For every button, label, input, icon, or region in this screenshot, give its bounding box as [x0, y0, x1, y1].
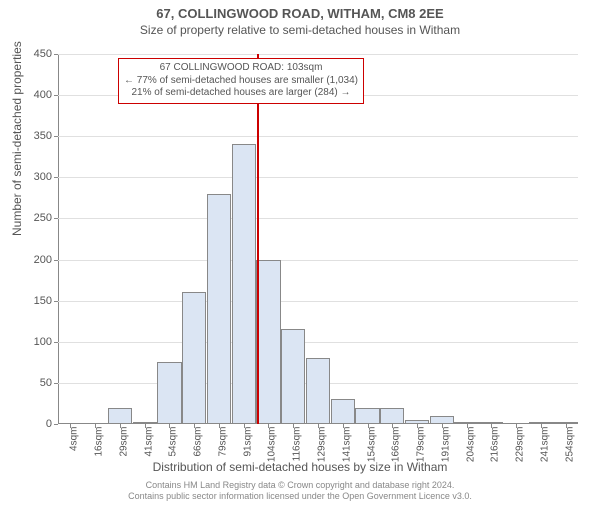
xtick-label: 191sqm: [440, 427, 451, 463]
xtick-label: 229sqm: [515, 427, 526, 463]
xtick-label: 141sqm: [341, 427, 352, 463]
xtick-label: 79sqm: [217, 427, 228, 457]
ytick-mark: [54, 136, 58, 137]
footer-line-1: Contains HM Land Registry data © Crown c…: [0, 480, 600, 491]
histogram-bar: [182, 292, 206, 424]
ytick-label: 150: [22, 295, 52, 307]
plot-area: 0501001502002503003504004504sqm16sqm29sq…: [58, 54, 578, 424]
xtick-label: 104sqm: [267, 427, 278, 463]
gridline: [58, 136, 578, 137]
gridline: [58, 342, 578, 343]
ytick-label: 50: [22, 377, 52, 389]
xtick-label: 254sqm: [564, 427, 575, 463]
x-axis-title: Distribution of semi-detached houses by …: [0, 460, 600, 474]
histogram-bar: [108, 408, 132, 424]
xtick-label: 29sqm: [118, 427, 129, 457]
xtick-label: 41sqm: [143, 427, 154, 457]
ytick-mark: [54, 383, 58, 384]
xtick-label: 241sqm: [539, 427, 550, 463]
annotation-line: ← 77% of semi-detached houses are smalle…: [124, 75, 358, 88]
xtick-label: 91sqm: [242, 427, 253, 457]
ytick-label: 400: [22, 89, 52, 101]
histogram-bar: [331, 399, 355, 424]
gridline: [58, 54, 578, 55]
xtick-label: 4sqm: [69, 427, 80, 451]
ytick-mark: [54, 54, 58, 55]
xtick-label: 129sqm: [317, 427, 328, 463]
gridline: [58, 177, 578, 178]
chart-area: 0501001502002503003504004504sqm16sqm29sq…: [58, 54, 578, 424]
annotation-box: 67 COLLINGWOOD ROAD: 103sqm← 77% of semi…: [118, 58, 364, 104]
annotation-line: 67 COLLINGWOOD ROAD: 103sqm: [124, 62, 358, 75]
xtick-label: 204sqm: [465, 427, 476, 463]
ytick-mark: [54, 301, 58, 302]
xtick-label: 66sqm: [193, 427, 204, 457]
histogram-bar: [355, 408, 379, 424]
ytick-label: 200: [22, 254, 52, 266]
ytick-label: 450: [22, 48, 52, 60]
histogram-bar: [232, 144, 256, 424]
histogram-bar: [281, 329, 305, 424]
xtick-label: 154sqm: [366, 427, 377, 463]
histogram-bar: [306, 358, 330, 424]
chart-title-sub: Size of property relative to semi-detach…: [0, 23, 600, 37]
xtick-label: 116sqm: [292, 427, 303, 462]
gridline: [58, 301, 578, 302]
ytick-label: 250: [22, 212, 52, 224]
ytick-label: 300: [22, 171, 52, 183]
ytick-mark: [54, 342, 58, 343]
histogram-bar: [256, 260, 280, 424]
xtick-label: 216sqm: [490, 427, 501, 463]
chart-title-main: 67, COLLINGWOOD ROAD, WITHAM, CM8 2EE: [0, 6, 600, 21]
ytick-mark: [54, 95, 58, 96]
ytick-label: 100: [22, 336, 52, 348]
gridline: [58, 260, 578, 261]
ytick-mark: [54, 260, 58, 261]
annotation-line: 21% of semi-detached houses are larger (…: [124, 87, 358, 100]
ytick-mark: [54, 424, 58, 425]
histogram-bar: [207, 194, 231, 424]
ytick-mark: [54, 218, 58, 219]
ytick-mark: [54, 177, 58, 178]
ytick-label: 350: [22, 130, 52, 142]
histogram-bar: [157, 362, 181, 424]
xtick-label: 16sqm: [94, 427, 105, 457]
y-axis-line: [58, 54, 59, 424]
reference-line: [257, 54, 259, 424]
xtick-label: 179sqm: [416, 427, 427, 463]
xtick-label: 54sqm: [168, 427, 179, 457]
gridline: [58, 218, 578, 219]
ytick-label: 0: [22, 418, 52, 430]
xtick-label: 166sqm: [391, 427, 402, 463]
histogram-bar: [430, 416, 454, 424]
footer-attribution: Contains HM Land Registry data © Crown c…: [0, 480, 600, 502]
histogram-bar: [380, 408, 404, 424]
footer-line-2: Contains public sector information licen…: [0, 491, 600, 502]
